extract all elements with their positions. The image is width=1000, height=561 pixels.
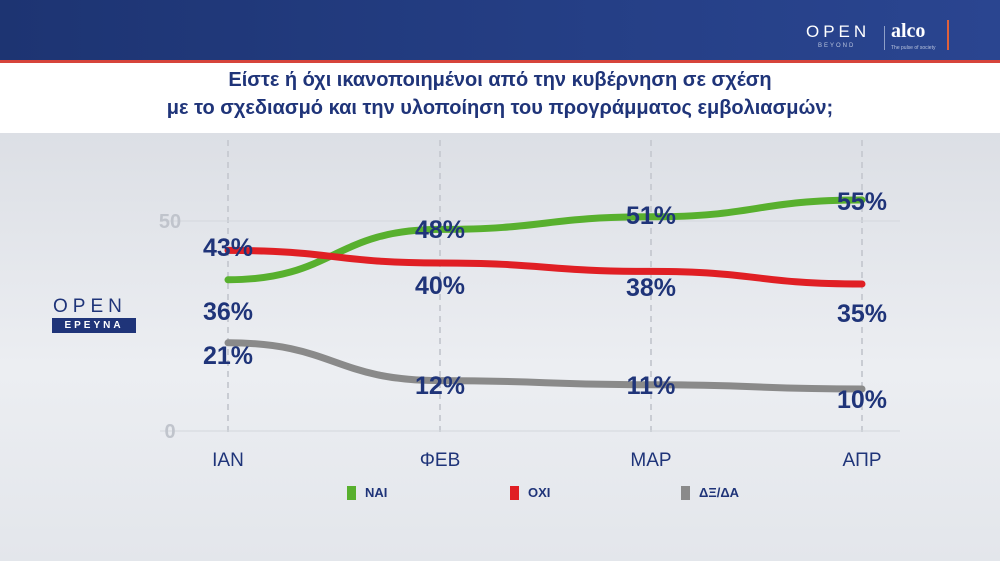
data-label-dxda: 12%	[415, 372, 465, 400]
title-box: Είστε ή όχι ικανοποιημένοι από την κυβέρ…	[0, 63, 1000, 133]
data-label-nai: 55%	[837, 188, 887, 216]
header-accent-line	[0, 60, 1000, 63]
open-beyond-logo: OPEN	[806, 22, 871, 41]
data-label-oxi: 35%	[837, 300, 887, 328]
series-line-oxi	[224, 246, 866, 288]
open-erevna-logo: OPEN	[53, 296, 127, 317]
x-tick-label: ΦΕΒ	[420, 450, 461, 471]
alco-accent-bar	[947, 20, 949, 50]
series-line-dxda	[224, 339, 866, 393]
legend-label-oxi: ΟΧΙ	[528, 485, 551, 500]
legend-label-dxda: ΔΞ/ΔΑ	[699, 485, 740, 500]
legend-swatch-dxda	[681, 486, 690, 500]
y-tick-label: 50	[159, 211, 181, 233]
data-label-oxi: 43%	[203, 234, 253, 262]
data-label-dxda: 10%	[837, 386, 887, 414]
data-label-oxi: 40%	[415, 272, 465, 300]
legend-swatch-oxi	[510, 486, 519, 500]
x-tick-label: ΙΑΝ	[212, 450, 244, 471]
data-label-dxda: 11%	[627, 372, 676, 400]
erevna-badge: ΕΡΕΥΝΑ	[52, 318, 136, 333]
chart-title-line-2: με το σχεδιασμό και την υλοποίηση του πρ…	[166, 97, 834, 119]
chart-panel	[0, 133, 1000, 561]
legend-label-nai: ΝΑΙ	[365, 485, 388, 500]
header-bar	[0, 0, 1000, 60]
y-tick-label: 0	[164, 421, 175, 443]
x-tick-label: ΜΑΡ	[630, 450, 671, 471]
alco-logo: alco	[891, 20, 926, 42]
data-label-nai: 36%	[203, 298, 253, 326]
brand-divider	[884, 26, 885, 50]
open-beyond-tagline: BEYOND	[818, 43, 856, 49]
x-tick-label: ΑΠΡ	[842, 450, 881, 471]
data-label-nai: 48%	[415, 216, 465, 244]
legend-swatch-nai	[347, 486, 356, 500]
chart-title-line-1: Είστε ή όχι ικανοποιημένοι από την κυβέρ…	[228, 69, 772, 91]
alco-tagline: The pulse of society	[891, 45, 936, 51]
data-label-oxi: 38%	[626, 274, 676, 302]
data-label-nai: 51%	[626, 202, 676, 230]
data-label-dxda: 21%	[203, 342, 253, 370]
